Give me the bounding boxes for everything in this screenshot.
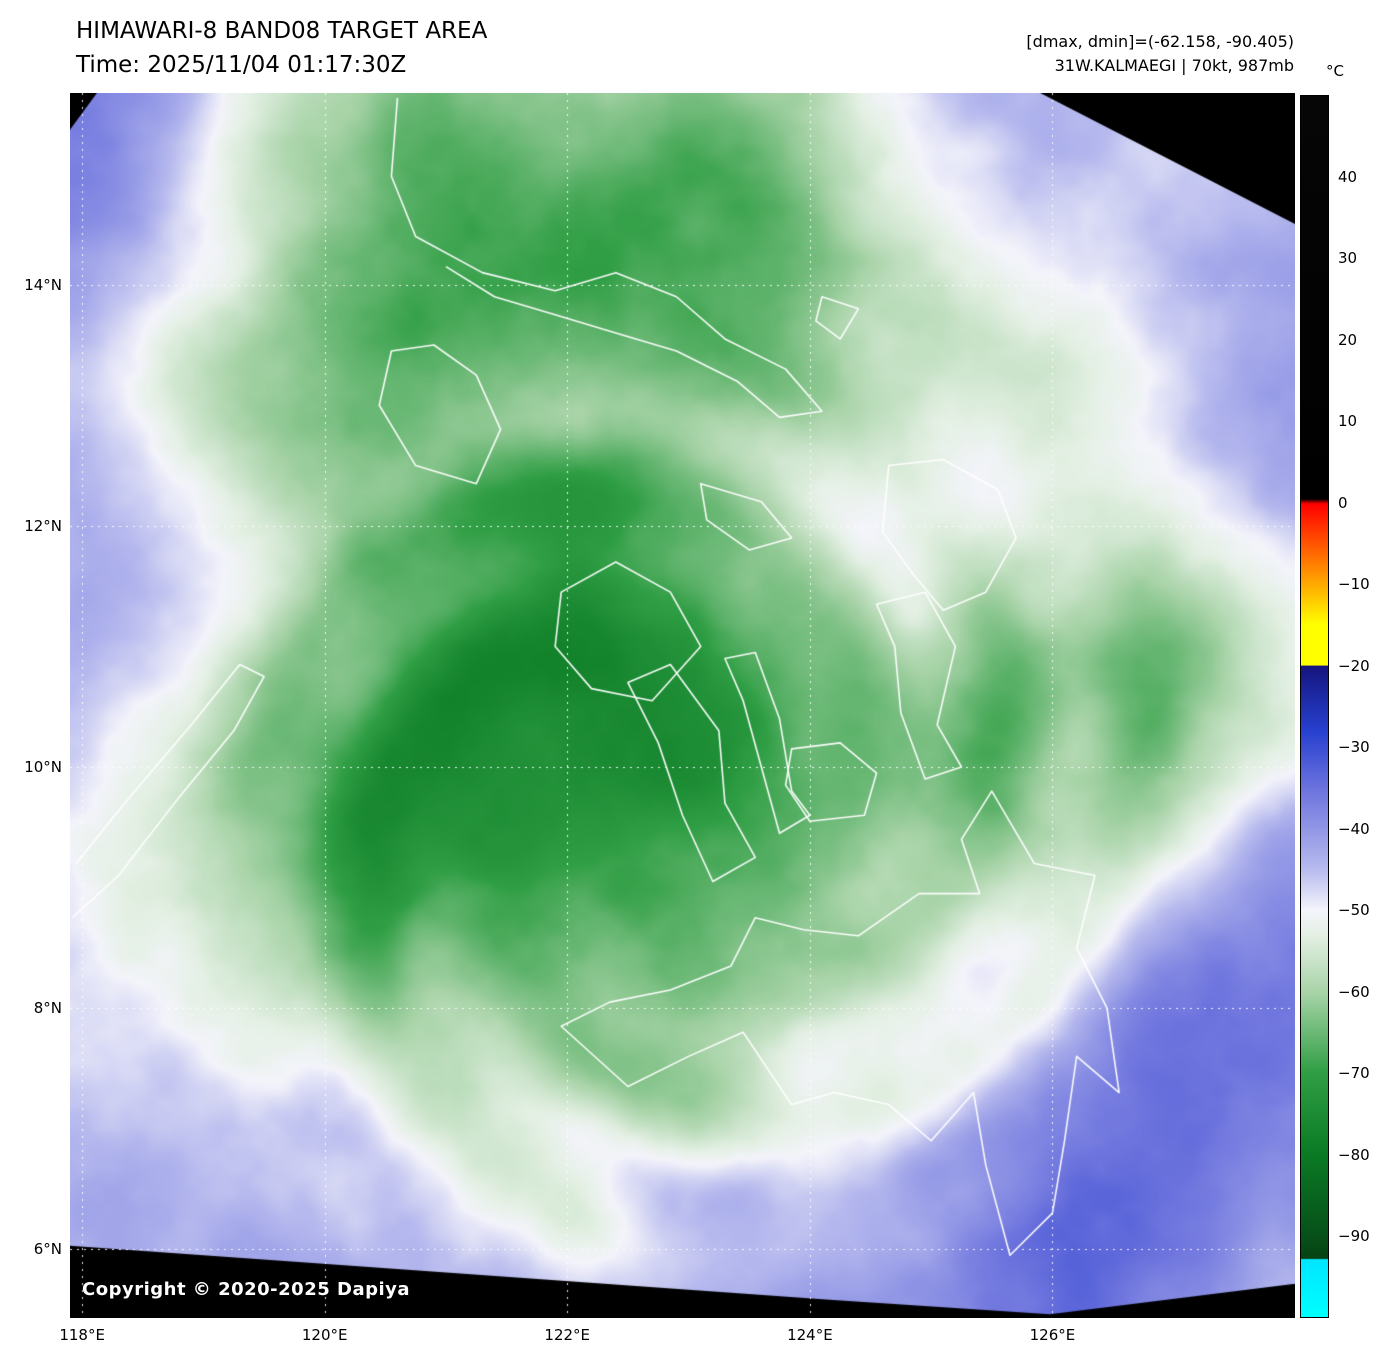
- colorbar-tick-label: 10: [1338, 412, 1358, 431]
- storm-readout: 31W.KALMAEGI | 70kt, 987mb: [1054, 56, 1294, 75]
- colorbar-tick-label: 40: [1338, 167, 1358, 186]
- colorbar-tick-label: −10: [1338, 575, 1370, 594]
- colorbar-gradient: [1300, 95, 1329, 1318]
- lat-tick-label: 14°N: [24, 275, 62, 294]
- colorbar-tick-label: −60: [1338, 982, 1370, 1001]
- lat-tick-label: 8°N: [33, 999, 62, 1018]
- colorbar-tick-label: −40: [1338, 819, 1370, 838]
- satellite-imagery-canvas: [70, 93, 1295, 1318]
- dmax-dmin-readout: [dmax, dmin]=(-62.158, -90.405): [1026, 32, 1294, 51]
- page-title: HIMAWARI-8 BAND08 TARGET AREA: [76, 18, 488, 44]
- colorbar-tick-label: −20: [1338, 656, 1370, 675]
- colorbar-unit-label: °C: [1326, 62, 1344, 80]
- colorbar-tick-label: −90: [1338, 1227, 1370, 1246]
- copyright-watermark: Copyright © 2020-2025 Dapiya: [82, 1279, 411, 1300]
- colorbar-tick-label: 20: [1338, 330, 1358, 349]
- lat-tick-label: 6°N: [33, 1240, 62, 1259]
- lon-tick-label: 120°E: [301, 1326, 348, 1344]
- lat-tick-label: 10°N: [24, 757, 62, 776]
- colorbar-tick-label: 0: [1338, 493, 1348, 512]
- colorbar-tick-label: −80: [1338, 1145, 1370, 1164]
- colorbar-tick-label: −50: [1338, 901, 1370, 920]
- lon-tick-label: 122°E: [544, 1326, 591, 1344]
- lon-tick-label: 124°E: [787, 1326, 833, 1344]
- colorbar-tick-label: −30: [1338, 738, 1370, 757]
- lat-tick-label: 12°N: [24, 516, 62, 535]
- meta-block: [dmax, dmin]=(-62.158, -90.405) 31W.KALM…: [1026, 30, 1294, 78]
- colorbar-tick-label: 30: [1338, 249, 1358, 268]
- satellite-map: Copyright © 2020-2025 Dapiya: [70, 93, 1295, 1318]
- timestamp: Time: 2025/11/04 01:17:30Z: [76, 52, 407, 78]
- colorbar-tick-label: −70: [1338, 1064, 1370, 1083]
- lon-tick-label: 118°E: [59, 1326, 105, 1344]
- lon-tick-label: 126°E: [1029, 1326, 1076, 1344]
